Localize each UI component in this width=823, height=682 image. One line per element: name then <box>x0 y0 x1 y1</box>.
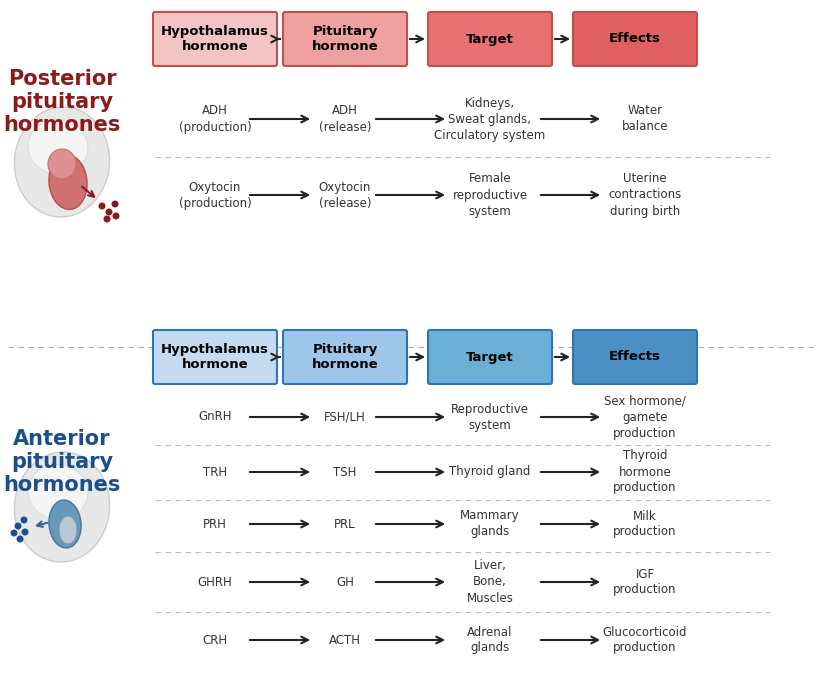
FancyBboxPatch shape <box>573 330 697 384</box>
Text: Oxytocin
(release): Oxytocin (release) <box>319 181 371 209</box>
Text: TRH: TRH <box>203 466 227 479</box>
Ellipse shape <box>49 155 87 209</box>
Ellipse shape <box>48 149 76 179</box>
Text: Sex hormone/
gamete
production: Sex hormone/ gamete production <box>604 394 686 439</box>
Text: Hypothalamus
hormone: Hypothalamus hormone <box>161 25 269 53</box>
Text: Uterine
contractions
during birth: Uterine contractions during birth <box>608 173 681 218</box>
Text: Mammary
glands: Mammary glands <box>460 509 520 539</box>
Text: Liver,
Bone,
Muscles: Liver, Bone, Muscles <box>467 559 514 604</box>
Text: ADH
(production): ADH (production) <box>179 104 251 134</box>
Text: ADH
(release): ADH (release) <box>319 104 371 134</box>
Text: Adrenal
glands: Adrenal glands <box>467 625 513 655</box>
Text: Female
reproductive
system: Female reproductive system <box>453 173 528 218</box>
Circle shape <box>113 213 119 220</box>
Text: TSH: TSH <box>333 466 356 479</box>
Text: Posterior
pituitary
hormones: Posterior pituitary hormones <box>3 69 121 135</box>
Text: PRL: PRL <box>334 518 356 531</box>
Text: Hypothalamus
hormone: Hypothalamus hormone <box>161 342 269 372</box>
Text: CRH: CRH <box>202 634 228 647</box>
Circle shape <box>99 203 105 209</box>
Text: Glucocorticoid
production: Glucocorticoid production <box>602 625 687 655</box>
Circle shape <box>104 216 110 222</box>
Circle shape <box>111 201 119 207</box>
FancyBboxPatch shape <box>573 12 697 66</box>
Text: Effects: Effects <box>609 351 661 364</box>
Ellipse shape <box>15 107 109 217</box>
Text: GHRH: GHRH <box>198 576 232 589</box>
Text: Pituitary
hormone: Pituitary hormone <box>312 25 379 53</box>
Text: ACTH: ACTH <box>329 634 361 647</box>
Text: GnRH: GnRH <box>198 411 232 424</box>
Text: FSH/LH: FSH/LH <box>324 411 366 424</box>
FancyBboxPatch shape <box>428 12 552 66</box>
Circle shape <box>21 529 29 535</box>
FancyBboxPatch shape <box>283 330 407 384</box>
Ellipse shape <box>28 464 88 520</box>
Text: IGF
production: IGF production <box>613 567 677 597</box>
FancyBboxPatch shape <box>153 12 277 66</box>
Text: Kidneys,
Sweat glands,
Circulatory system: Kidneys, Sweat glands, Circulatory syste… <box>435 96 546 141</box>
FancyBboxPatch shape <box>428 330 552 384</box>
Text: GH: GH <box>336 576 354 589</box>
Text: PRH: PRH <box>203 518 227 531</box>
Text: Milk
production: Milk production <box>613 509 677 539</box>
Ellipse shape <box>28 119 88 175</box>
Ellipse shape <box>59 516 77 544</box>
Circle shape <box>15 522 21 529</box>
Text: Reproductive
system: Reproductive system <box>451 402 529 432</box>
FancyBboxPatch shape <box>153 330 277 384</box>
Text: Anterior
pituitary
hormones: Anterior pituitary hormones <box>3 429 121 495</box>
FancyBboxPatch shape <box>283 12 407 66</box>
Circle shape <box>11 529 17 537</box>
Text: Thyroid
hormone
production: Thyroid hormone production <box>613 449 677 494</box>
Text: Thyroid gland: Thyroid gland <box>449 466 531 479</box>
Text: Effects: Effects <box>609 33 661 46</box>
Text: Target: Target <box>466 33 514 46</box>
Ellipse shape <box>49 500 81 548</box>
Circle shape <box>105 209 113 216</box>
Text: Water
balance: Water balance <box>621 104 668 134</box>
Ellipse shape <box>15 452 109 562</box>
Text: Oxytocin
(production): Oxytocin (production) <box>179 181 251 209</box>
Circle shape <box>16 535 24 542</box>
Circle shape <box>21 516 27 524</box>
Text: Target: Target <box>466 351 514 364</box>
Text: Pituitary
hormone: Pituitary hormone <box>312 342 379 372</box>
